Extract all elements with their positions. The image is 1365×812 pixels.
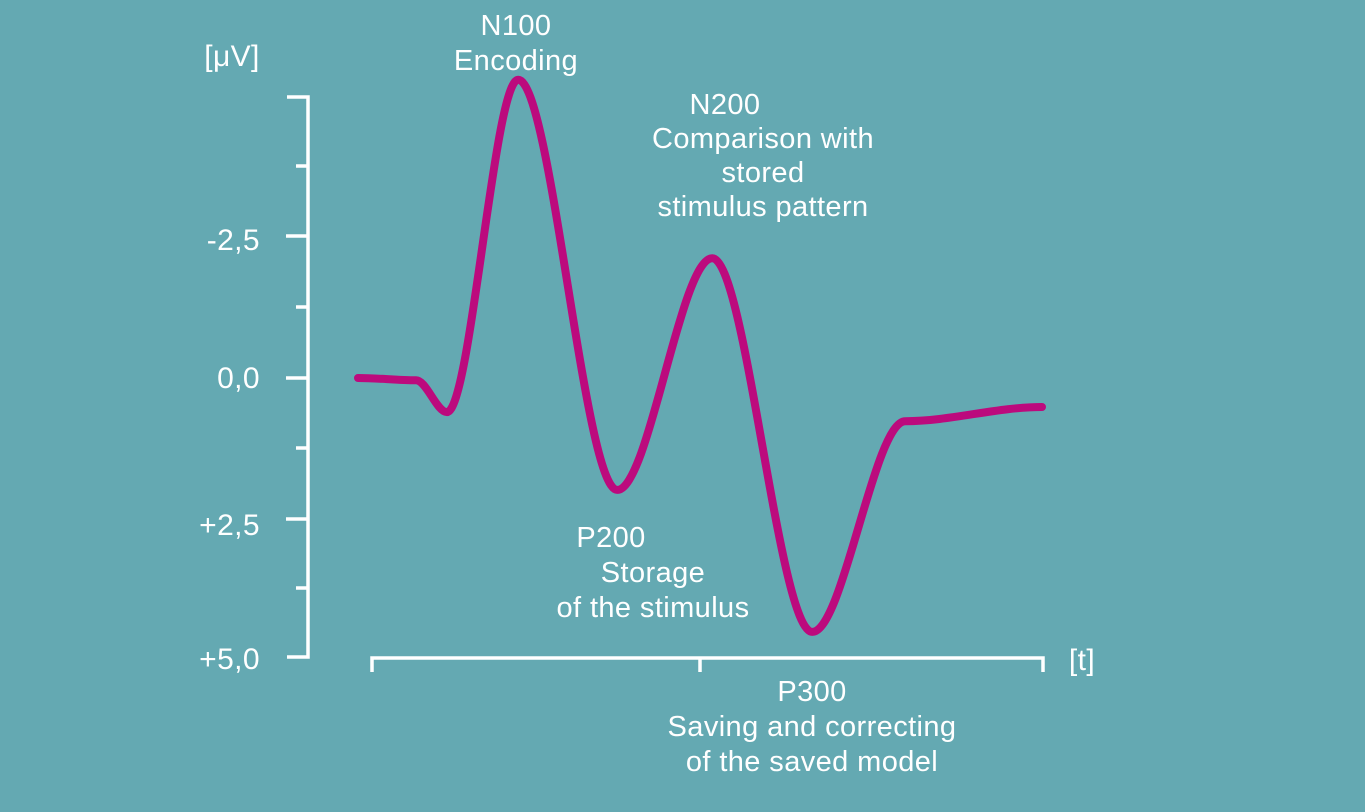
annotation-n100-text: Encoding (453, 45, 579, 77)
annotation-n200-text-1: Comparison with (652, 123, 874, 155)
y-tick-label-pos5-0: +5,0 (199, 643, 260, 676)
annotation-p300-text-2: of the saved model (685, 746, 939, 778)
annotation-n200-text-2: stored (721, 157, 805, 189)
annotation-n200: N200 Comparison with stored stimulus pat… (652, 88, 874, 224)
annotation-p200: P200 Storage of the stimulus (557, 521, 750, 626)
x-unit-label: [t] (1068, 644, 1096, 677)
annotation-n200-title: N200 (689, 89, 761, 121)
annotation-p200-title: P200 (576, 522, 646, 554)
erp-curve (354, 75, 1046, 636)
y-tick-label-0: 0,0 (217, 362, 260, 395)
annotation-p300-title: P300 (777, 676, 847, 708)
annotation-p200-text-1: Storage (600, 557, 706, 589)
annotation-n100: N100 Encoding (454, 9, 578, 79)
y-axis-major-ticks (286, 234, 308, 521)
annotation-n200-text-3: stimulus pattern (657, 191, 869, 223)
y-axis-minor-ticks (296, 164, 308, 590)
y-tick-label-neg2-5: -2,5 (206, 224, 260, 257)
annotation-n100-title: N100 (480, 10, 552, 42)
annotation-p300: P300 Saving and correcting of the saved … (668, 675, 957, 780)
annotation-p300-text-1: Saving and correcting (667, 711, 957, 743)
x-axis-line (370, 656, 1045, 672)
annotation-p200-text-2: of the stimulus (556, 592, 750, 624)
y-unit-label: [μV] (204, 40, 260, 73)
y-tick-label-pos2-5: +2,5 (199, 509, 260, 542)
